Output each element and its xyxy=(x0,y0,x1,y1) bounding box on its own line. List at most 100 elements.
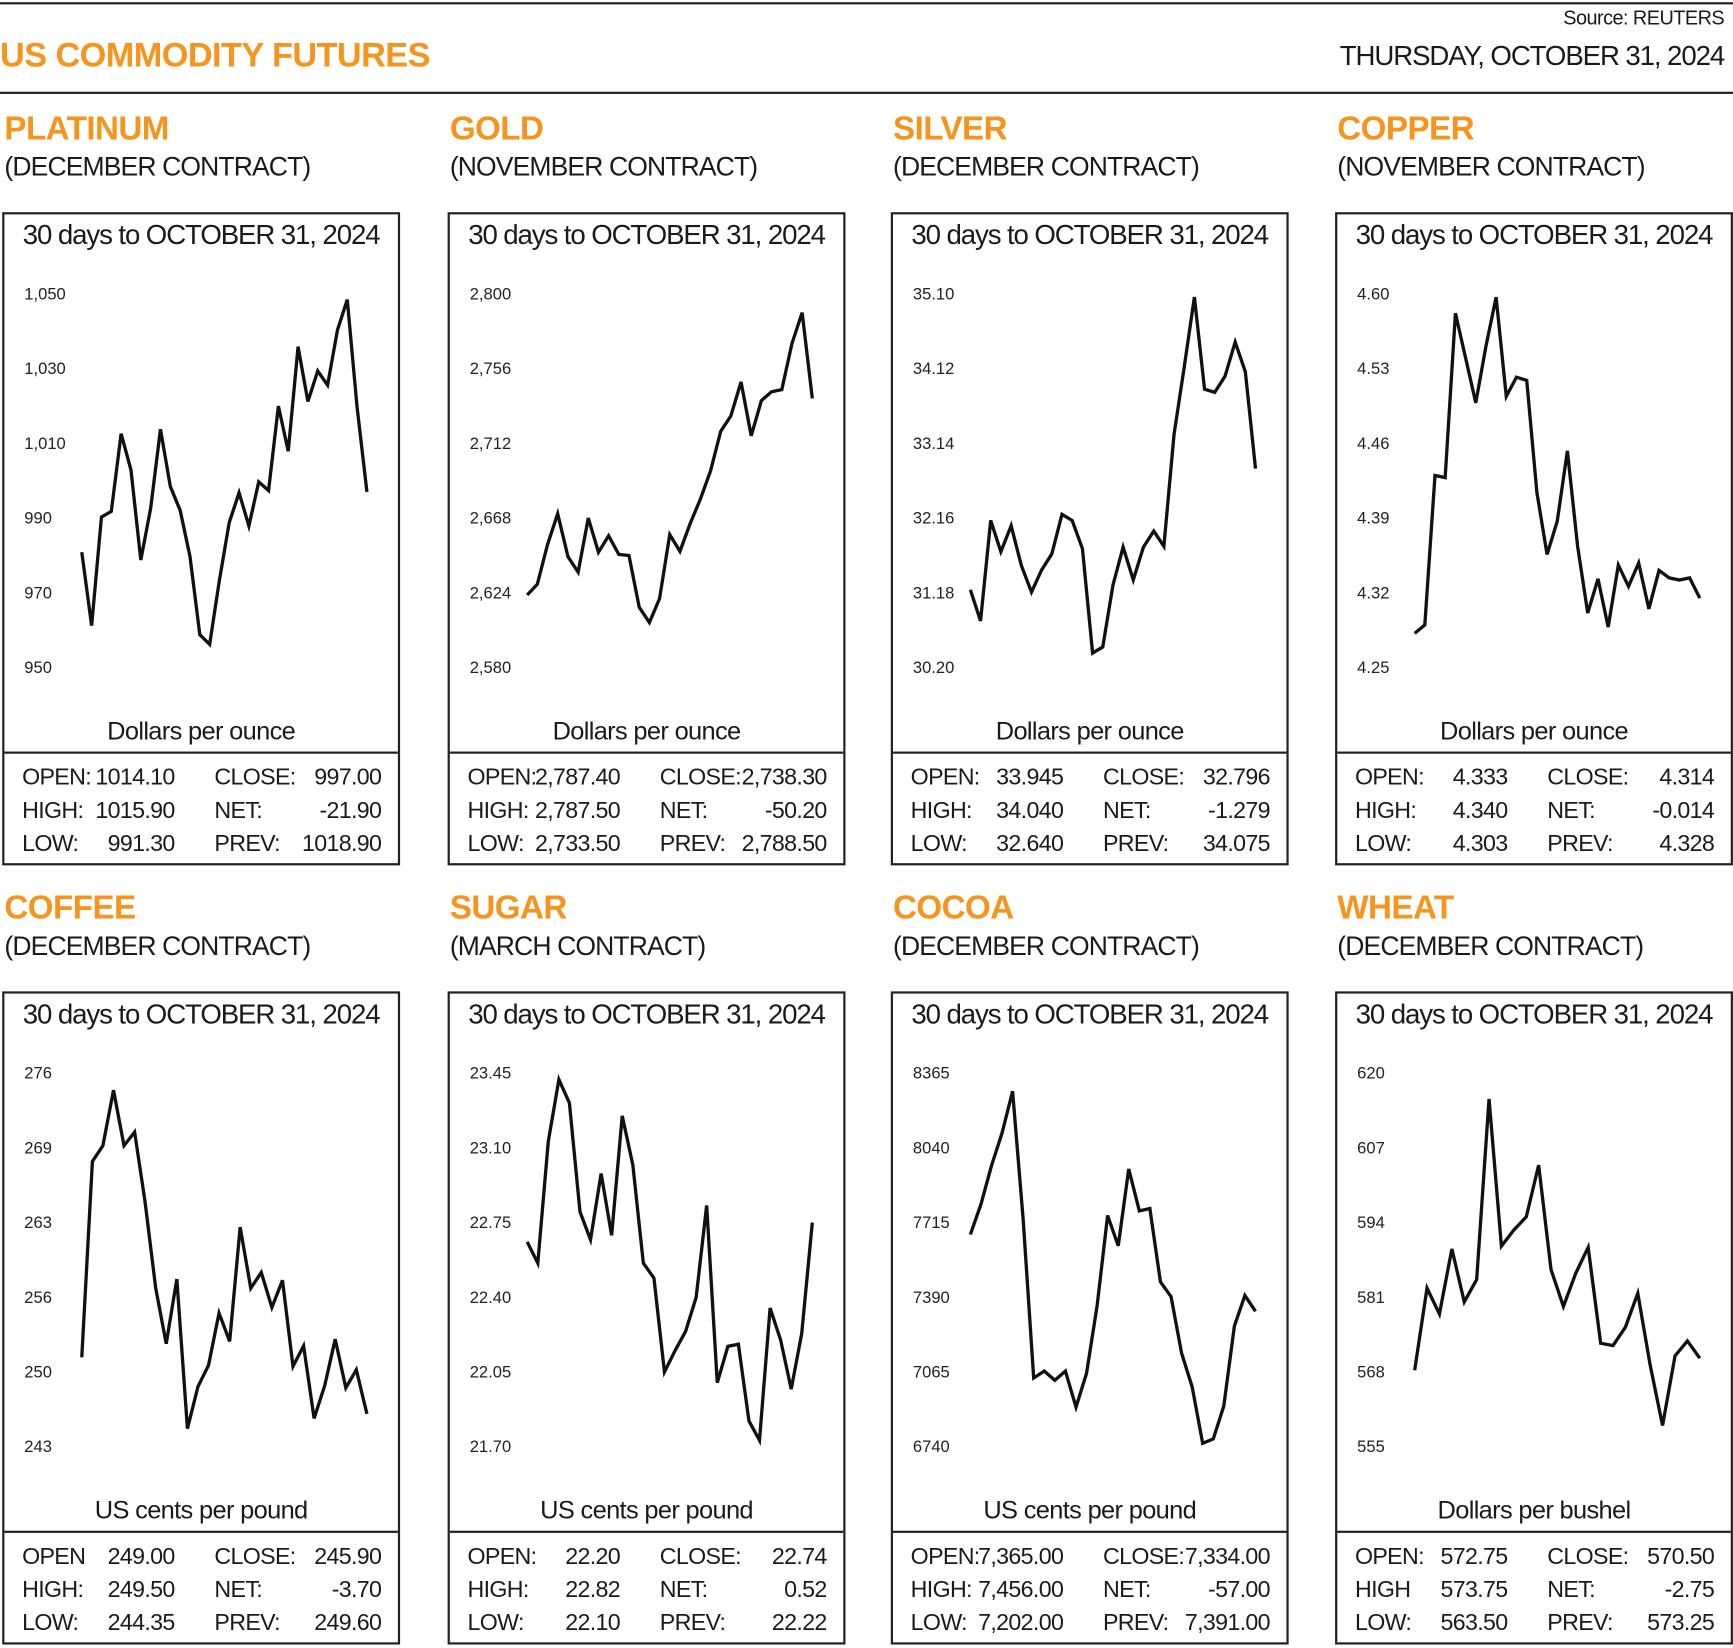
stat-label: PREV: xyxy=(1547,831,1613,857)
stats-divider xyxy=(4,751,398,754)
y-tick-label: 2,756 xyxy=(470,359,511,378)
chart-box: 30 days to OCTOBER 31, 2024 US cents per… xyxy=(447,991,846,1645)
stat-label: OPEN: xyxy=(467,1543,537,1570)
stat-label: PREV: xyxy=(214,831,280,857)
y-tick-label: 22.75 xyxy=(470,1213,511,1232)
stat-label: LOW: xyxy=(22,1610,79,1636)
y-tick-label: 581 xyxy=(1357,1288,1385,1307)
contract-label: (DECEMBER CONTRACT) xyxy=(1337,931,1644,962)
y-tick-label: 4.53 xyxy=(1357,359,1389,378)
stat-label: CLOSE: xyxy=(1547,1543,1629,1570)
stat-value: 22.20 xyxy=(565,1543,621,1570)
stat-label: HIGH: xyxy=(22,1577,84,1603)
stat-value: 22.74 xyxy=(771,1543,827,1570)
commodity-name: WHEAT xyxy=(1337,889,1454,927)
y-tick-label: 32.16 xyxy=(913,509,954,528)
y-tick-label: 990 xyxy=(24,509,52,528)
stat-label: LOW: xyxy=(467,831,524,857)
y-tick-label: 555 xyxy=(1357,1437,1385,1456)
y-tick-label: 23.45 xyxy=(470,1064,511,1083)
stat-value: -21.90 xyxy=(319,797,382,824)
y-tick-label: 970 xyxy=(24,583,52,602)
stat-value: 244.35 xyxy=(107,1610,176,1636)
chart-box: 30 days to OCTOBER 31, 2024 Dollars per … xyxy=(890,212,1289,866)
y-tick-label: 23.10 xyxy=(470,1138,511,1157)
line-chart: 2,800 2,756 2,712 2,668 2,624 2,580 xyxy=(470,285,814,677)
y-tick-label: 620 xyxy=(1357,1064,1385,1083)
stat-value: -1.279 xyxy=(1208,797,1271,824)
stat-label: LOW: xyxy=(910,1610,968,1636)
y-tick-label: 4.32 xyxy=(1357,583,1389,602)
chart-box: 30 days to OCTOBER 31, 2024 US cents per… xyxy=(890,991,1289,1645)
header-rule xyxy=(0,91,1733,94)
line-chart: 4.60 4.53 4.46 4.39 4.32 4.25 xyxy=(1357,285,1702,677)
stat-label: CLOSE: xyxy=(659,1543,742,1570)
stat-value: 2,787.40 xyxy=(534,764,621,791)
stat-label: HIGH: xyxy=(910,1577,973,1603)
y-tick-label: 243 xyxy=(24,1437,52,1456)
y-tick-label: 269 xyxy=(24,1138,52,1157)
y-tick-label: 31.18 xyxy=(913,583,954,602)
y-tick-label: 1,010 xyxy=(24,434,65,453)
price-line xyxy=(1413,296,1702,635)
stat-value: -0.014 xyxy=(1652,797,1715,824)
stat-value: 7,365.00 xyxy=(978,1543,1064,1570)
stat-label: OPEN: xyxy=(910,1543,981,1570)
y-tick-label: 4.60 xyxy=(1357,285,1389,304)
y-tick-label: 276 xyxy=(24,1064,52,1083)
chart-title: 30 days to OCTOBER 31, 2024 xyxy=(1355,219,1714,251)
stat-label: NET: xyxy=(1547,1577,1595,1603)
y-tick-label: 568 xyxy=(1357,1363,1385,1382)
contract-label: (NOVEMBER CONTRACT) xyxy=(449,152,758,183)
stat-label: HIGH: xyxy=(467,797,529,824)
stat-value: 991.30 xyxy=(107,831,176,857)
chart-title: 30 days to OCTOBER 31, 2024 xyxy=(911,999,1269,1031)
stat-value: 1015.90 xyxy=(95,797,175,824)
page-date: THURSDAY, OCTOBER 31, 2024 xyxy=(1339,40,1725,72)
y-tick-label: 2,800 xyxy=(470,285,511,304)
y-tick-label: 256 xyxy=(24,1288,52,1307)
y-tick-label: 263 xyxy=(24,1213,52,1232)
stat-label: CLOSE: xyxy=(1102,1543,1185,1570)
contract-label: (DECEMBER CONTRACT) xyxy=(4,152,311,183)
stat-value: 2,788.50 xyxy=(741,831,828,857)
stat-label: OPEN: xyxy=(1354,1543,1425,1570)
stat-value: -3.70 xyxy=(331,1577,382,1603)
stat-label: HIGH xyxy=(1354,1577,1411,1603)
price-line xyxy=(525,1073,814,1446)
stat-label: OPEN: xyxy=(910,764,981,791)
price-line xyxy=(968,296,1258,656)
y-tick-label: 33.14 xyxy=(913,434,954,453)
y-tick-label: 1,050 xyxy=(24,285,65,304)
y-tick-label: 1,030 xyxy=(24,359,65,378)
stat-value: -50.20 xyxy=(764,797,828,824)
stat-label: PREV: xyxy=(659,831,726,857)
chart-title: 30 days to OCTOBER 31, 2024 xyxy=(911,219,1269,251)
stat-value: 4.333 xyxy=(1452,764,1508,791)
stat-label: NET: xyxy=(659,1577,708,1603)
stat-label: CLOSE: xyxy=(1102,764,1185,791)
stat-label: NET: xyxy=(214,1577,263,1603)
stat-label: PREV: xyxy=(1102,831,1169,857)
y-tick-label: 34.12 xyxy=(913,359,954,378)
top-rule xyxy=(0,2,1733,5)
stat-value: 249.60 xyxy=(314,1610,382,1636)
y-tick-label: 22.05 xyxy=(470,1363,511,1382)
stat-value: 32.640 xyxy=(996,831,1064,857)
y-tick-label: 35.10 xyxy=(913,285,954,304)
y-tick-label: 2,712 xyxy=(470,434,511,453)
stat-value: -2.75 xyxy=(1664,1577,1715,1603)
y-tick-label: 8365 xyxy=(913,1064,950,1083)
stat-value: 573.75 xyxy=(1440,1577,1508,1603)
stat-value: 34.040 xyxy=(996,797,1064,824)
y-tick-label: 607 xyxy=(1357,1138,1385,1157)
stat-label: OPEN xyxy=(22,1543,86,1570)
stat-label: NET: xyxy=(1102,1577,1151,1603)
stat-value: 7,334.00 xyxy=(1184,1543,1271,1570)
stat-label: CLOSE: xyxy=(1547,764,1629,791)
chart-box: 30 days to OCTOBER 31, 2024 Dollars per … xyxy=(447,212,846,866)
stat-label: CLOSE: xyxy=(659,764,742,791)
y-tick-label: 8040 xyxy=(913,1138,950,1157)
stat-label: HIGH: xyxy=(1354,797,1417,824)
page-title: US COMMODITY FUTURES xyxy=(0,35,430,75)
